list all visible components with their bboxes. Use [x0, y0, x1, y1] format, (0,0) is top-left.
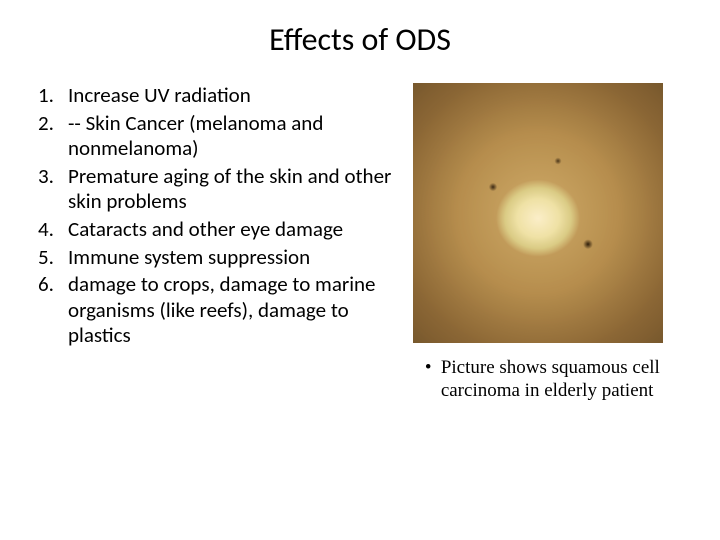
slide-title: Effects of ODS — [30, 20, 690, 59]
list-item: Increase UV radiation — [38, 83, 405, 109]
list-item: Premature aging of the skin and other sk… — [38, 164, 405, 215]
list-item: Immune system suppression — [38, 245, 405, 271]
caption-list: Picture shows squamous cell carcinoma in… — [413, 357, 690, 403]
caption-text: Picture shows squamous cell carcinoma in… — [425, 357, 690, 403]
list-item: Cataracts and other eye damage — [38, 217, 405, 243]
right-column: Picture shows squamous cell carcinoma in… — [413, 83, 690, 403]
list-item: -- Skin Cancer (melanoma and nonmelanoma… — [38, 111, 405, 162]
slide: Effects of ODS Increase UV radiation -- … — [0, 0, 720, 540]
photo-frame — [413, 83, 663, 343]
content-row: Increase UV radiation -- Skin Cancer (me… — [30, 83, 690, 403]
left-column: Increase UV radiation -- Skin Cancer (me… — [30, 83, 413, 403]
effects-list: Increase UV radiation -- Skin Cancer (me… — [30, 83, 405, 349]
medical-photo — [413, 83, 663, 343]
list-item: damage to crops, damage to marine organi… — [38, 272, 405, 349]
